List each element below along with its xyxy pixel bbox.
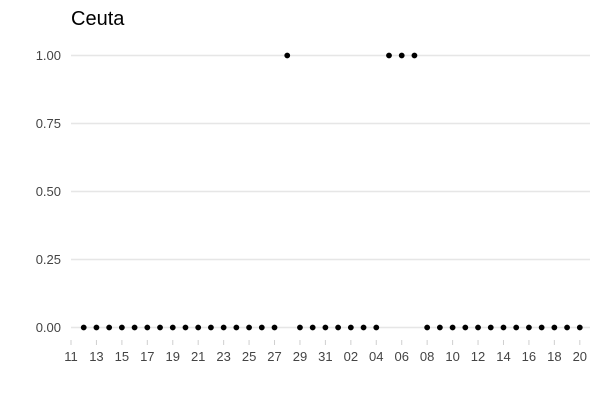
x-tick-label: 25 (242, 349, 256, 364)
data-point (475, 324, 481, 331)
x-tick-label: 20 (573, 349, 587, 364)
y-tick-label: 0.50 (36, 184, 61, 199)
data-point (335, 324, 342, 331)
x-tick-label: 31 (318, 349, 332, 364)
x-tick-label: 12 (471, 349, 485, 364)
x-tick-label: 21 (191, 349, 205, 364)
data-point (233, 324, 240, 331)
data-point (398, 52, 405, 59)
data-point (284, 52, 291, 59)
data-point (118, 324, 125, 331)
x-tick-label: 27 (267, 349, 281, 364)
data-point (386, 52, 392, 59)
data-point (322, 324, 329, 331)
data-point (347, 324, 354, 331)
x-tick-label: 29 (293, 349, 307, 364)
x-tick-label: 18 (547, 349, 561, 364)
data-point (551, 324, 558, 331)
x-axis-ticks: 11 13 15 17 19 21 23 25 27 29 31 02 04 06 08 10 12 14 16 18… (64, 340, 587, 364)
data-point (195, 324, 202, 331)
data-point (157, 324, 163, 331)
data-point (208, 324, 214, 331)
x-tick-label: 13 (89, 349, 103, 364)
data-point (424, 324, 431, 331)
x-tick-label: 06 (394, 349, 408, 364)
data-point (411, 52, 418, 59)
y-tick-label: 0.75 (36, 116, 61, 131)
data-point (258, 324, 265, 331)
chart-title: Ceuta (71, 8, 125, 30)
x-tick-label: 19 (166, 349, 180, 364)
x-tick-label: 04 (369, 349, 383, 364)
data-point (526, 324, 532, 331)
data-point (538, 324, 545, 331)
data-point (373, 324, 380, 331)
data-point (182, 324, 189, 331)
x-tick-label: 08 (420, 349, 434, 364)
data-points (80, 52, 583, 331)
x-tick-label: 02 (344, 349, 358, 364)
data-point (93, 324, 100, 331)
data-point (309, 324, 316, 331)
data-point (576, 324, 583, 331)
data-point (487, 324, 494, 331)
data-point (131, 324, 138, 331)
data-point (106, 324, 113, 331)
x-tick-label: 14 (496, 349, 510, 364)
data-point (169, 324, 176, 331)
data-point (564, 324, 570, 331)
data-point (513, 324, 520, 331)
y-axis-tick-labels: 0.00 0.25 0.50 0.75 1.00 (36, 48, 61, 335)
data-point (220, 324, 227, 331)
y-tick-label: 0.25 (36, 252, 61, 267)
y-tick-label: 1.00 (36, 48, 61, 63)
data-point (462, 324, 469, 331)
data-point (449, 324, 456, 331)
data-point (246, 324, 252, 331)
y-tick-label: 0.00 (36, 320, 61, 335)
data-point (144, 324, 151, 331)
data-point (436, 324, 443, 331)
x-tick-label: 10 (445, 349, 459, 364)
data-point (297, 324, 303, 331)
x-tick-label: 17 (140, 349, 154, 364)
grid-lines (71, 54, 590, 329)
x-tick-label: 16 (522, 349, 536, 364)
data-point (500, 324, 507, 331)
data-point (360, 324, 367, 331)
x-tick-label: 11 (64, 349, 78, 364)
x-tick-label: 15 (115, 349, 129, 364)
data-point (80, 324, 87, 331)
x-tick-label: 23 (216, 349, 230, 364)
data-point (271, 324, 278, 331)
